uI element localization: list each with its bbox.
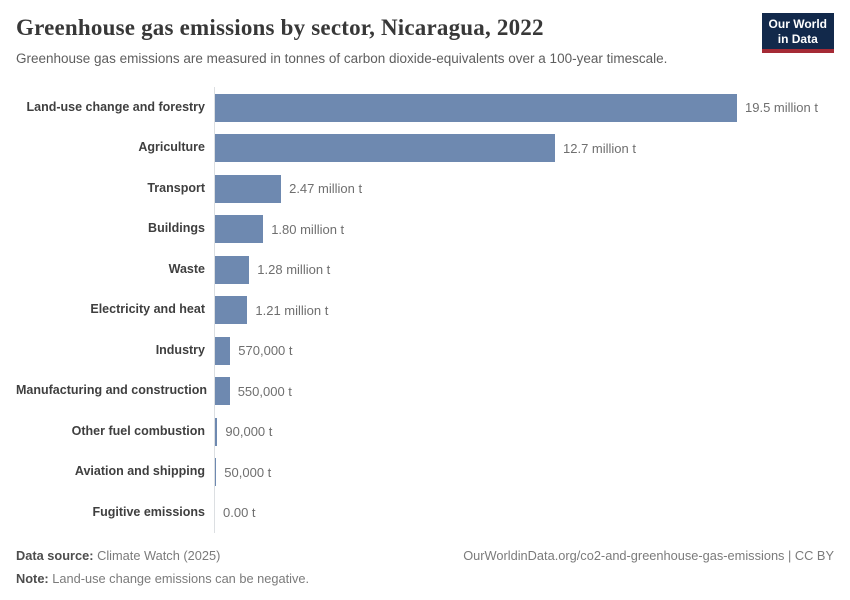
category-label: Manufacturing and construction — [16, 383, 207, 398]
chart-row: Agriculture 12.7 million t — [16, 127, 834, 169]
note-value: Land-use change emissions can be negativ… — [52, 571, 310, 587]
category-label: Electricity and heat — [90, 302, 205, 317]
bar-chart: Land-use change and forestry 19.5 millio… — [16, 87, 834, 533]
category-label: Land-use change and forestry — [26, 99, 205, 114]
chart-row: Fugitive emissions 0.00 t — [16, 492, 834, 533]
bar-area: 1.28 million t — [214, 249, 834, 290]
bar[interactable] — [215, 417, 218, 446]
owid-logo-line2: in Data — [777, 31, 818, 46]
bar-area: 50,000 t — [214, 451, 834, 493]
bar[interactable] — [215, 377, 230, 406]
bar-area: 12.7 million t — [214, 127, 834, 169]
owid-logo-line1: Our World — [768, 17, 827, 31]
category-label: Other fuel combustion — [71, 423, 205, 438]
chart-row: Industry 570,000 t — [16, 330, 834, 371]
value-label: 50,000 t — [224, 464, 272, 480]
chart-row: Aviation and shipping 50,000 t — [16, 451, 834, 493]
category-label: Waste — [168, 261, 205, 276]
attribution-link[interactable]: OurWorldinData.org/co2-and-greenhouse-ga… — [463, 547, 834, 563]
bar-area: 2.47 million t — [214, 168, 834, 209]
bar-area: 19.5 million t — [214, 87, 834, 128]
page-title: Greenhouse gas emissions by sector, Nica… — [16, 15, 544, 40]
bar-area: 570,000 t — [214, 330, 834, 371]
chart-row: Manufacturing and construction 550,000 t — [16, 370, 834, 412]
value-label: 19.5 million t — [745, 100, 818, 116]
value-label: 1.28 million t — [257, 262, 331, 278]
chart-row: Other fuel combustion 90,000 t — [16, 411, 834, 452]
chart-footer: Data source: Climate Watch (2025) OurWor… — [16, 547, 834, 588]
bar[interactable] — [215, 93, 737, 122]
data-source-label: Data source: — [16, 547, 94, 563]
bar[interactable] — [215, 215, 264, 244]
value-label: 0.00 t — [223, 505, 256, 521]
value-label: 570,000 t — [238, 343, 293, 359]
chart-row: Transport 2.47 million t — [16, 168, 834, 209]
category-label: Aviation and shipping — [74, 464, 205, 479]
bar[interactable] — [215, 134, 555, 163]
bar[interactable] — [215, 458, 217, 487]
category-label: Buildings — [148, 221, 205, 236]
value-label: 2.47 million t — [289, 181, 363, 197]
bar[interactable] — [215, 296, 248, 325]
page-subtitle: Greenhouse gas emissions are measured in… — [16, 50, 668, 66]
owid-logo[interactable]: Our World in Data — [761, 13, 834, 54]
bar-area: 0.00 t — [214, 492, 834, 533]
category-label: Fugitive emissions — [92, 504, 205, 519]
category-label: Transport — [147, 180, 205, 195]
category-label: Industry — [155, 342, 205, 357]
value-label: 12.7 million t — [563, 140, 636, 156]
bar-area: 90,000 t — [214, 411, 834, 452]
chart-header: Greenhouse gas emissions by sector, Nica… — [16, 13, 834, 67]
chart-row: Buildings 1.80 million t — [16, 208, 834, 250]
data-source-value: Climate Watch (2025) — [97, 547, 221, 563]
value-label: 550,000 t — [237, 383, 292, 399]
chart-row: Electricity and heat 1.21 million t — [16, 289, 834, 331]
chart-row: Land-use change and forestry 19.5 millio… — [16, 87, 834, 128]
data-source: Data source: Climate Watch (2025) — [16, 547, 220, 564]
bar-area: 550,000 t — [214, 370, 834, 412]
chart-note: Note: Land-use change emissions can be n… — [16, 570, 834, 587]
note-label: Note: — [16, 571, 49, 587]
value-label: 90,000 t — [225, 424, 273, 440]
chart-row: Waste 1.28 million t — [16, 249, 834, 290]
bar[interactable] — [215, 174, 282, 203]
bar[interactable] — [215, 336, 231, 365]
bar-area: 1.21 million t — [214, 289, 834, 331]
value-label: 1.21 million t — [255, 302, 329, 318]
bar-area: 1.80 million t — [214, 208, 834, 250]
category-label: Agriculture — [138, 140, 205, 155]
bar[interactable] — [215, 255, 250, 284]
value-label: 1.80 million t — [271, 221, 345, 237]
